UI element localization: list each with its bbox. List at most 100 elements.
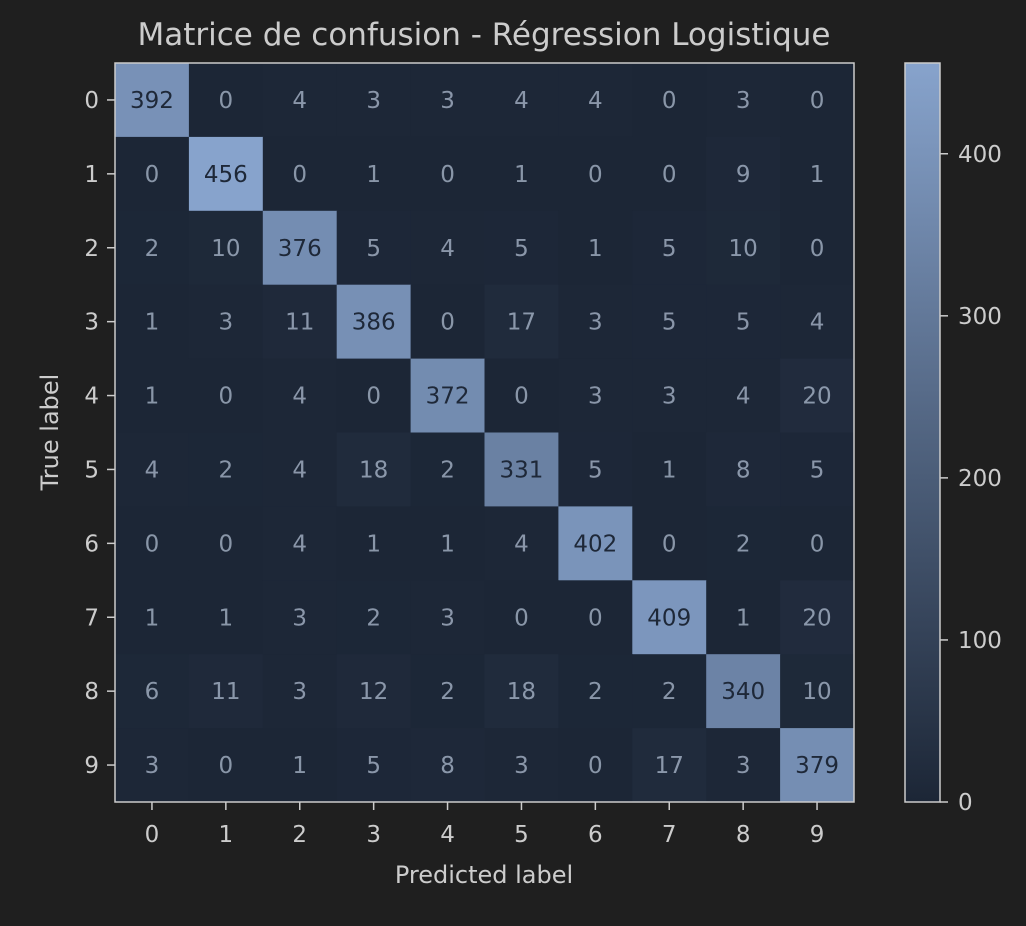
heatmap-cell-2-3	[336, 210, 412, 286]
cell-label-6-1: 0	[219, 531, 234, 557]
y-tick-label-0: 0	[84, 88, 99, 114]
x-tick-label-4: 4	[440, 822, 455, 848]
heatmap-cell-8-6	[558, 654, 633, 729]
cell-label-8-3: 12	[359, 679, 388, 705]
cell-label-9-0: 3	[145, 753, 160, 779]
cell-label-1-1: 456	[204, 162, 248, 188]
cell-label-0-3: 3	[366, 88, 381, 114]
cell-label-8-9: 10	[802, 679, 831, 705]
heatmap-cell-1-2	[262, 136, 338, 212]
heatmap-cell-8-8	[706, 654, 781, 729]
cell-label-0-2: 4	[292, 88, 307, 114]
heatmap-cell-2-4	[410, 210, 485, 286]
cell-label-1-7: 0	[662, 162, 677, 188]
cell-label-3-2: 11	[285, 310, 314, 336]
heatmap-cell-5-6	[558, 432, 633, 507]
cell-label-1-2: 0	[292, 162, 307, 188]
cell-label-4-9: 20	[802, 384, 831, 410]
cell-label-7-1: 1	[219, 605, 234, 631]
heatmap-cell-3-1	[188, 284, 264, 360]
cell-label-1-9: 1	[810, 162, 825, 188]
y-tick-label-4: 4	[84, 384, 99, 410]
cell-label-5-0: 4	[145, 457, 160, 483]
heatmap-cell-7-4	[410, 580, 485, 655]
colorbar-ticks: 0 100 200 300 400	[940, 142, 1002, 816]
heatmap-cell-9-0	[115, 728, 190, 803]
cell-label-8-0: 6	[145, 679, 160, 705]
y-tick-label-8: 8	[84, 679, 99, 705]
heatmap-cell-4-5	[484, 358, 559, 433]
cell-label-8-8: 340	[721, 679, 765, 705]
cell-label-9-6: 0	[588, 753, 603, 779]
cell-label-8-5: 18	[507, 679, 536, 705]
cell-label-4-4: 372	[426, 384, 470, 410]
y-tick-label-3: 3	[84, 310, 99, 336]
plot-frame	[114, 62, 855, 803]
cell-label-1-3: 1	[366, 162, 381, 188]
x-tick-label-9: 9	[810, 822, 825, 848]
heatmap-cell-0-2	[262, 63, 338, 138]
heatmap-cell-1-6	[558, 136, 633, 212]
heatmap-cell-4-2	[262, 358, 338, 433]
cell-label-2-0: 2	[145, 236, 160, 262]
cell-label-2-6: 1	[588, 236, 603, 262]
cell-label-5-2: 4	[292, 457, 307, 483]
cell-label-0-7: 0	[662, 88, 677, 114]
heatmap-cell-9-4	[410, 728, 485, 803]
cell-label-5-9: 5	[810, 457, 825, 483]
cell-label-5-4: 2	[440, 457, 455, 483]
cell-label-9-5: 3	[514, 753, 529, 779]
cell-label-7-5: 0	[514, 605, 529, 631]
colorbar-tick-label-200: 200	[958, 466, 1002, 492]
cell-label-5-5: 331	[499, 457, 543, 483]
cell-label-4-1: 0	[219, 384, 234, 410]
heatmap-cell-9-6	[558, 728, 633, 803]
cell-label-3-6: 3	[588, 310, 603, 336]
heatmap-cell-6-3	[336, 506, 412, 581]
heatmap-cell-4-6	[558, 358, 633, 433]
heatmap-cell-3-6	[558, 284, 633, 360]
heatmap-cell-4-1	[188, 358, 264, 433]
cell-label-2-7: 5	[662, 236, 677, 262]
cell-label-7-2: 3	[292, 605, 307, 631]
cell-label-3-9: 4	[810, 310, 825, 336]
heatmap-cell-8-3	[336, 654, 412, 729]
heatmap-cell-8-7	[632, 654, 707, 729]
cell-label-0-6: 4	[588, 88, 603, 114]
heatmap-cell-9-1	[188, 728, 264, 803]
heatmap-cell-1-5	[484, 136, 559, 212]
cell-label-0-4: 3	[440, 88, 455, 114]
cell-label-6-8: 2	[736, 531, 751, 557]
heatmap-cell-6-9	[780, 506, 855, 581]
cell-label-4-5: 0	[514, 384, 529, 410]
heatmap-cell-9-9	[780, 728, 855, 803]
heatmap-cell-7-8	[706, 580, 781, 655]
cell-label-4-7: 3	[662, 384, 677, 410]
cell-label-5-3: 18	[359, 457, 388, 483]
heatmap-cell-4-9	[780, 358, 855, 433]
heatmap-cell-3-9	[780, 284, 855, 360]
heatmap-cell-3-3	[336, 284, 412, 360]
heatmap-cell-4-4	[410, 358, 485, 433]
x-tick-label-3: 3	[366, 822, 381, 848]
cell-label-2-4: 4	[440, 236, 455, 262]
cell-label-9-1: 0	[219, 753, 234, 779]
heatmap-cell-1-1	[188, 136, 264, 212]
colorbar	[904, 62, 941, 803]
cell-label-6-4: 1	[440, 531, 455, 557]
cell-label-5-6: 5	[588, 457, 603, 483]
heatmap-cell-8-1	[188, 654, 264, 729]
heatmap-cell-2-2	[262, 210, 338, 286]
cell-label-2-8: 10	[729, 236, 758, 262]
cell-label-6-9: 0	[810, 531, 825, 557]
cell-label-0-1: 0	[219, 88, 234, 114]
cell-label-9-7: 17	[655, 753, 684, 779]
heatmap-cell-3-0	[115, 284, 190, 360]
x-tick-label-1: 1	[219, 822, 234, 848]
cell-label-2-3: 5	[366, 236, 381, 262]
heatmap-cell-9-3	[336, 728, 412, 803]
heatmap-cell-0-4	[410, 63, 485, 138]
x-tick-label-2: 2	[292, 822, 307, 848]
heatmap-cell-5-9	[780, 432, 855, 507]
